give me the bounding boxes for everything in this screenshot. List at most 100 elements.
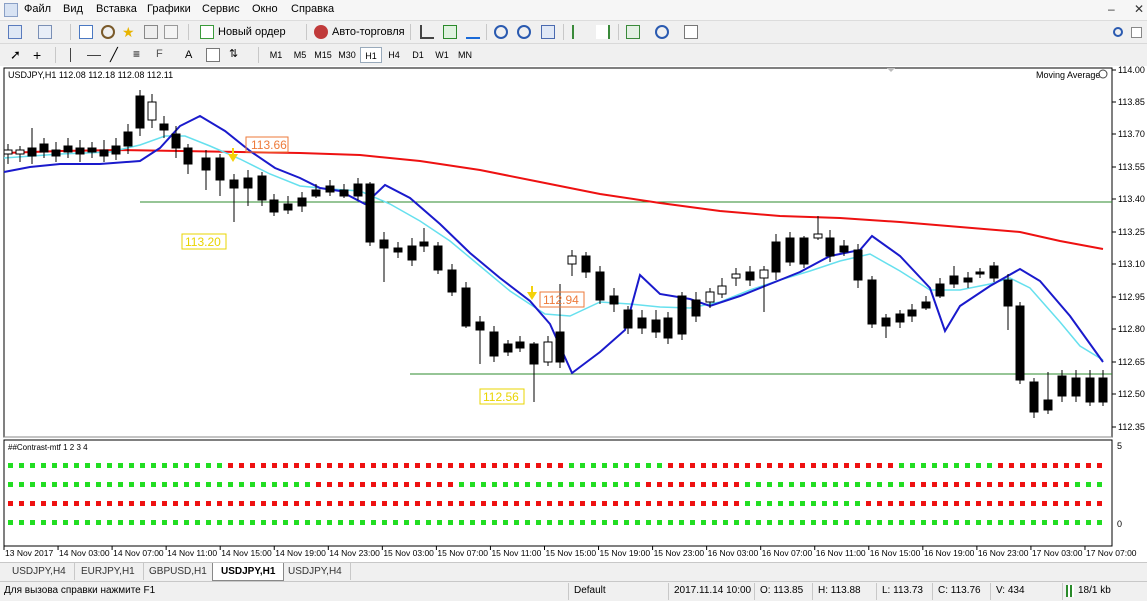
contrast-dot <box>613 482 618 487</box>
auto-trading-icon[interactable] <box>314 25 328 39</box>
contrast-dot <box>635 520 640 525</box>
tf-w1[interactable]: W1 <box>435 50 449 60</box>
bearish-candle <box>87 147 97 153</box>
tab-usdjpy-h4-2[interactable]: USDJPY,H4 <box>280 563 351 580</box>
text-tool[interactable]: A <box>185 49 193 61</box>
navigator-icon[interactable]: ★ <box>122 24 135 40</box>
periods-icon[interactable] <box>655 25 669 39</box>
new-chart-icon[interactable] <box>8 25 22 39</box>
menu-help[interactable]: Справка <box>291 3 335 15</box>
contrast-dot <box>888 520 893 525</box>
contrast-dot <box>646 501 651 506</box>
tf-m30[interactable]: M30 <box>338 50 356 60</box>
close-icon[interactable]: ✕ <box>1134 2 1145 16</box>
cursor-icon[interactable]: ➚ <box>10 47 21 62</box>
menu-window[interactable]: Окно <box>252 3 278 15</box>
tf-m1[interactable]: M1 <box>269 50 283 60</box>
chart-area[interactable]: USDJPY,H1 112.08 112.18 112.08 112.11 Mo… <box>0 66 1147 562</box>
price-label-box-4[interactable] <box>479 388 525 405</box>
contrast-dot <box>745 501 750 506</box>
zoom-out-icon[interactable] <box>517 25 531 39</box>
contrast-dot <box>470 520 475 525</box>
contrast-dot <box>536 463 541 468</box>
tab-usdjpy-h4[interactable]: USDJPY,H4 <box>4 563 75 580</box>
channel-icon[interactable]: ≡ <box>133 47 141 61</box>
search-icon[interactable] <box>1113 27 1123 37</box>
bearish-candle <box>895 313 905 323</box>
new-order-icon[interactable] <box>200 25 214 39</box>
contrast-dot <box>492 463 497 468</box>
app-icon[interactable] <box>4 3 18 17</box>
tab-usdjpy-h1[interactable]: USDJPY,H1 <box>212 563 285 581</box>
tf-h4[interactable]: H4 <box>388 50 400 60</box>
contrast-dot <box>272 482 277 487</box>
menu-insert[interactable]: Вставка <box>96 3 137 15</box>
price-label-box-1[interactable] <box>245 136 289 153</box>
bearish-candle <box>39 143 49 153</box>
zoom-in-icon[interactable] <box>494 25 508 39</box>
trendline-icon[interactable]: ╱ <box>110 47 118 62</box>
fibonacci-icon[interactable]: F <box>156 48 163 60</box>
tf-d1[interactable]: D1 <box>412 50 424 60</box>
contrast-dot <box>305 501 310 506</box>
candlestick-icon[interactable] <box>443 25 457 39</box>
auto-trading-button[interactable]: Авто-торговля <box>332 26 405 38</box>
price-tick: 113.85 <box>1118 97 1145 107</box>
minimize-icon[interactable]: – <box>1108 2 1115 16</box>
contrast-dot <box>140 520 145 525</box>
autoscroll-icon[interactable] <box>596 25 610 39</box>
menu-tools[interactable]: Сервис <box>202 3 240 15</box>
indicator-close-icon[interactable] <box>1098 69 1108 79</box>
contrast-dot <box>580 482 585 487</box>
contrast-dot <box>19 463 24 468</box>
tab-gbpusd-h1[interactable]: GBPUSD,H1 <box>141 563 216 580</box>
data-window-icon[interactable] <box>101 25 115 39</box>
contrast-dot <box>63 520 68 525</box>
text-label-icon[interactable] <box>206 48 220 62</box>
line-chart-icon[interactable] <box>466 25 480 39</box>
menu-view[interactable]: Вид <box>63 3 83 15</box>
chat-icon[interactable] <box>1131 27 1142 38</box>
contrast-dot <box>580 520 585 525</box>
bearish-candle <box>1057 375 1067 397</box>
menu-charts[interactable]: Графики <box>147 3 191 15</box>
price-label-box-2[interactable] <box>181 233 227 250</box>
contrast-dot <box>162 501 167 506</box>
contrast-dot <box>107 520 112 525</box>
arrows-icon[interactable]: ⇅ <box>229 48 239 60</box>
new-order-button[interactable]: Новый ордер <box>218 26 286 38</box>
horizontal-line-icon[interactable] <box>87 48 101 56</box>
chart-shift-icon[interactable] <box>572 25 586 39</box>
contrast-dot <box>503 463 508 468</box>
tester-icon[interactable] <box>164 25 178 39</box>
contrast-dot <box>426 482 431 487</box>
contrast-dot <box>503 501 508 506</box>
chart-shift-marker[interactable] <box>887 68 895 72</box>
connection-icon[interactable] <box>1066 585 1074 597</box>
vertical-line-icon[interactable] <box>70 48 71 62</box>
price-label-box-3[interactable] <box>539 291 585 308</box>
tile-windows-icon[interactable] <box>541 25 555 39</box>
profiles-icon[interactable] <box>38 25 52 39</box>
contrast-dot <box>547 520 552 525</box>
tf-mn[interactable]: MN <box>458 50 472 60</box>
price-tick: 112.50 <box>1118 389 1145 399</box>
templates-icon[interactable] <box>684 25 698 39</box>
market-watch-icon[interactable] <box>79 25 93 39</box>
price-label-1: 113.66 <box>251 138 287 152</box>
time-tick: 15 Nov 11:00 <box>491 548 541 558</box>
tab-eurjpy-h1[interactable]: EURJPY,H1 <box>73 563 144 580</box>
contrast-dot <box>437 520 442 525</box>
menu-file[interactable]: Файл <box>24 3 52 15</box>
bullish-candle <box>731 273 741 279</box>
tf-m15[interactable]: M15 <box>314 50 332 60</box>
contrast-dot <box>811 463 816 468</box>
indicators-icon[interactable] <box>626 25 640 39</box>
tf-m5[interactable]: M5 <box>293 50 307 60</box>
tf-h1[interactable]: H1 <box>360 47 382 63</box>
terminal-icon[interactable] <box>144 25 158 39</box>
bearish-candle <box>677 295 687 335</box>
crosshair-icon[interactable]: + <box>33 47 42 63</box>
bar-chart-icon[interactable] <box>420 25 434 39</box>
contrast-dot <box>811 482 816 487</box>
